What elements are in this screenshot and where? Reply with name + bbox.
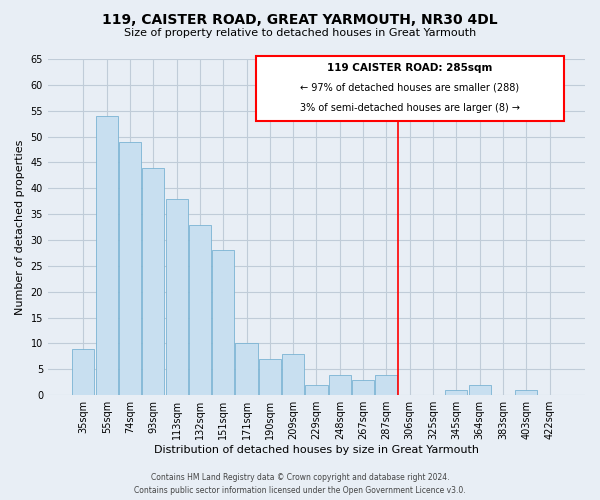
Bar	[142, 168, 164, 395]
Bar	[305, 385, 328, 395]
Bar	[212, 250, 235, 395]
Bar	[376, 374, 397, 395]
Bar	[119, 142, 141, 395]
Y-axis label: Number of detached properties: Number of detached properties	[15, 140, 25, 315]
Bar	[189, 224, 211, 395]
Text: ← 97% of detached houses are smaller (288): ← 97% of detached houses are smaller (28…	[300, 82, 519, 92]
Bar	[166, 198, 188, 395]
Text: Size of property relative to detached houses in Great Yarmouth: Size of property relative to detached ho…	[124, 28, 476, 38]
Bar	[259, 359, 281, 395]
Bar	[469, 385, 491, 395]
Text: 119, CAISTER ROAD, GREAT YARMOUTH, NR30 4DL: 119, CAISTER ROAD, GREAT YARMOUTH, NR30 …	[102, 12, 498, 26]
Bar	[352, 380, 374, 395]
Bar	[282, 354, 304, 395]
Text: 119 CAISTER ROAD: 285sqm: 119 CAISTER ROAD: 285sqm	[327, 64, 493, 74]
Bar	[256, 56, 563, 121]
Bar	[95, 116, 118, 395]
X-axis label: Distribution of detached houses by size in Great Yarmouth: Distribution of detached houses by size …	[154, 445, 479, 455]
Bar	[235, 344, 257, 395]
Bar	[445, 390, 467, 395]
Text: 3% of semi-detached houses are larger (8) →: 3% of semi-detached houses are larger (8…	[299, 103, 520, 113]
Bar	[515, 390, 537, 395]
Text: Contains HM Land Registry data © Crown copyright and database right 2024.
Contai: Contains HM Land Registry data © Crown c…	[134, 473, 466, 495]
Bar	[329, 374, 351, 395]
Bar	[73, 348, 94, 395]
